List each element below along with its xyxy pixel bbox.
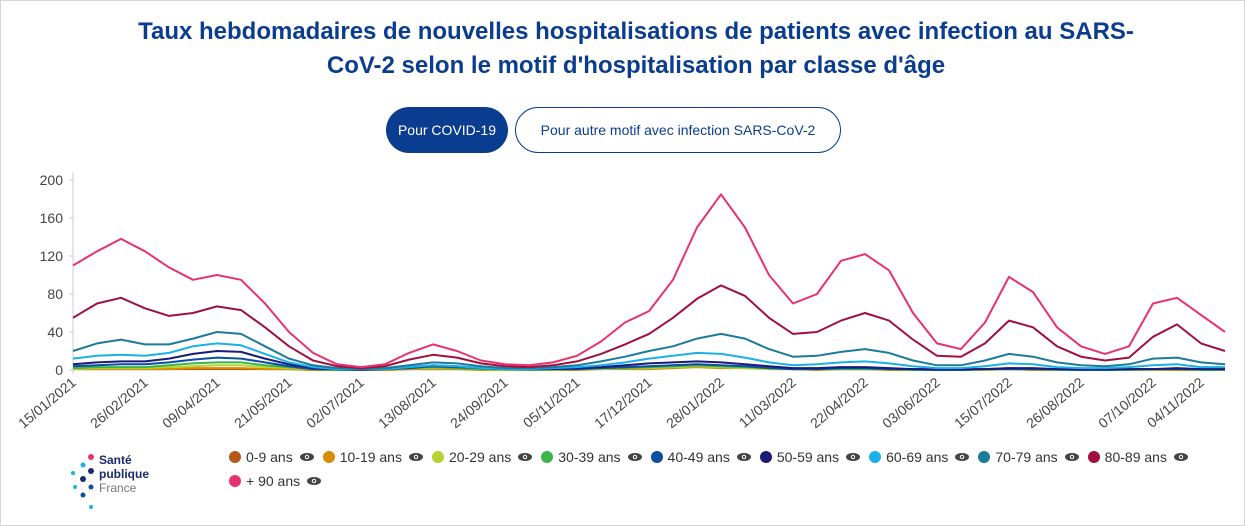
legend-swatch	[978, 451, 991, 463]
legend-swatch	[322, 451, 335, 463]
y-tick-label: 0	[55, 362, 63, 378]
legend: 0-9 ans 10-19 ans 20-29 ans 30-39 ans 40-49 …	[229, 449, 1239, 497]
line-series	[72, 350, 1225, 371]
legend-item[interactable]: 20-29 ans	[431, 449, 533, 465]
x-tick-label: 02/07/2021	[303, 374, 367, 431]
legend-swatch	[869, 451, 882, 463]
legend-swatch	[541, 451, 554, 463]
logo: Santé publique France	[61, 449, 161, 524]
visibility-toggle[interactable]	[517, 452, 533, 462]
visibility-toggle[interactable]	[845, 452, 861, 462]
legend-item[interactable]: 10-19 ans	[322, 449, 424, 465]
legend-label: 50-59 ans	[776, 449, 840, 465]
legend-swatch	[229, 475, 241, 487]
legend-item[interactable]: 0-9 ans	[229, 449, 315, 465]
x-tick-label: 05/11/2021	[520, 374, 583, 431]
logo-text: France	[99, 481, 137, 495]
legend-swatch	[1087, 451, 1100, 463]
visibility-toggle[interactable]	[306, 476, 322, 486]
legend-swatch	[650, 451, 663, 463]
x-tick-label: 09/04/2021	[159, 374, 223, 431]
visibility-toggle[interactable]	[736, 452, 752, 462]
line-series	[72, 331, 1226, 371]
x-tick-label: 26/08/2022	[1023, 374, 1087, 431]
visibility-toggle[interactable]	[1173, 452, 1189, 462]
x-tick-label: 21/05/2021	[231, 374, 295, 431]
x-tick-label: 28/01/2022	[663, 374, 727, 431]
legend-item[interactable]: 80-89 ans	[1087, 449, 1189, 465]
legend-swatch	[229, 451, 241, 463]
x-tick-label: 26/02/2021	[87, 374, 151, 431]
visibility-toggle[interactable]	[408, 452, 424, 462]
visibility-toggle[interactable]	[954, 452, 970, 462]
visibility-toggle[interactable]	[1064, 452, 1080, 462]
legend-label: + 90 ans	[246, 473, 301, 489]
x-tick-label: 17/12/2021	[591, 374, 655, 431]
legend-item[interactable]: 50-59 ans	[759, 449, 861, 465]
visibility-toggle[interactable]	[299, 452, 315, 462]
legend-label: 30-39 ans	[558, 449, 621, 465]
legend-label: 80-89 ans	[1104, 449, 1167, 465]
legend-swatch	[759, 451, 772, 463]
y-tick-label: 120	[40, 248, 64, 264]
y-tick-label: 80	[47, 286, 63, 302]
x-tick-label: 15/01/2021	[15, 374, 79, 431]
logo-text: publique	[99, 467, 149, 481]
x-tick-label: 03/06/2022	[879, 374, 943, 431]
legend-label: 0-9 ans	[246, 449, 293, 465]
legend-item[interactable]: + 90 ans	[229, 473, 322, 489]
x-tick-label: 24/09/2021	[447, 374, 511, 431]
y-tick-label: 40	[47, 324, 63, 340]
legend-swatch	[431, 451, 444, 463]
logo-dots	[71, 454, 94, 509]
line-series	[72, 342, 1225, 371]
line-series	[72, 284, 1226, 370]
x-tick-label: 22/04/2022	[807, 374, 871, 431]
legend-label: 60-69 ans	[886, 449, 949, 465]
legend-item[interactable]: 40-49 ans	[650, 449, 752, 465]
tab-button[interactable]: Pour autre motif avec infection SARS-CoV…	[515, 107, 841, 153]
x-tick-label: 13/08/2021	[375, 374, 439, 431]
legend-label: 70-79 ans	[995, 449, 1058, 465]
tab-button[interactable]: Pour COVID-19	[386, 107, 508, 153]
y-tick-label: 160	[40, 210, 64, 226]
legend-label: 20-29 ans	[448, 449, 512, 465]
x-tick-label: 15/07/2022	[951, 374, 1015, 431]
legend-item[interactable]: 30-39 ans	[541, 449, 642, 465]
y-tick-label: 200	[40, 172, 64, 188]
line-series	[72, 193, 1226, 369]
legend-item[interactable]: 60-69 ans	[869, 449, 970, 465]
legend-label: 40-49 ans	[667, 449, 730, 465]
visibility-toggle[interactable]	[627, 452, 643, 462]
x-tick-label: 11/03/2022	[736, 374, 799, 431]
legend-item[interactable]: 70-79 ans	[978, 449, 1079, 465]
logo-text: Santé	[99, 453, 132, 467]
legend-label: 10-19 ans	[339, 449, 402, 465]
chart-title: Taux hebdomadaires de nouvelles hospital…	[138, 18, 1134, 79]
